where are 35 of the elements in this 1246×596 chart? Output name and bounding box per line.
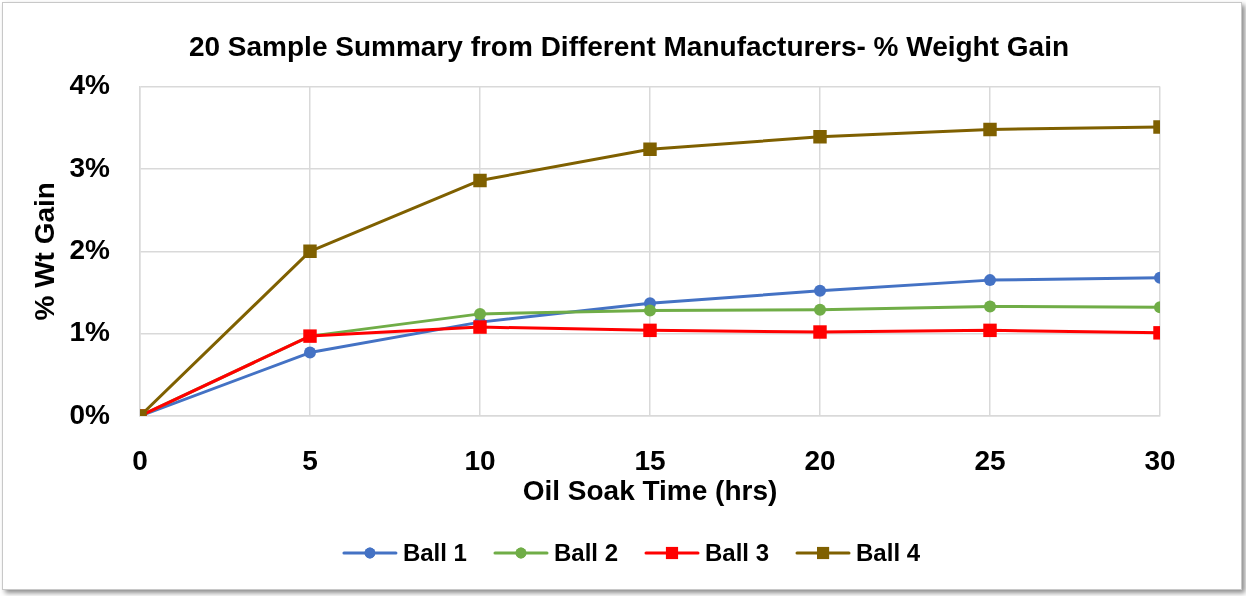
point (813, 325, 827, 339)
chart-title: 20 Sample Summary from Different Manufacturers- % Weight Gain (188, 30, 1070, 62)
point (984, 274, 996, 287)
point (643, 323, 657, 338)
y-tick-label: 3% (69, 151, 111, 183)
legend-label: Ball 4 (856, 538, 921, 566)
x-tick-label: 0 (132, 444, 148, 476)
point (303, 244, 317, 259)
point (474, 307, 486, 320)
point (814, 284, 826, 297)
x-axis-title: Oil Soak Time (hrs) (522, 474, 778, 506)
point (983, 323, 997, 338)
legend-label: Ball 1 (402, 538, 467, 566)
y-tick-label: 0% (69, 398, 111, 430)
y-tick-label: 1% (69, 316, 111, 348)
point (814, 303, 826, 316)
y-tick-label: 2% (69, 234, 111, 266)
x-tick-label: 20 (804, 444, 836, 476)
point (813, 130, 827, 144)
point (983, 122, 997, 137)
point (643, 142, 657, 156)
x-tick-label: 5 (302, 444, 318, 476)
x-tick-label: 25 (974, 444, 1006, 476)
y-axis-title: % Wt Gain (28, 182, 60, 321)
x-tick-label: 10 (464, 444, 496, 476)
point (304, 346, 316, 359)
point (473, 320, 487, 334)
legend-label: Ball 2 (553, 538, 618, 566)
x-tick-label: 30 (1144, 444, 1176, 476)
x-tick-label: 15 (634, 444, 666, 476)
y-tick-label: 4% (69, 69, 111, 101)
legend-label: Ball 3 (705, 538, 770, 566)
point (473, 173, 487, 188)
point (644, 304, 656, 317)
point (984, 300, 996, 313)
